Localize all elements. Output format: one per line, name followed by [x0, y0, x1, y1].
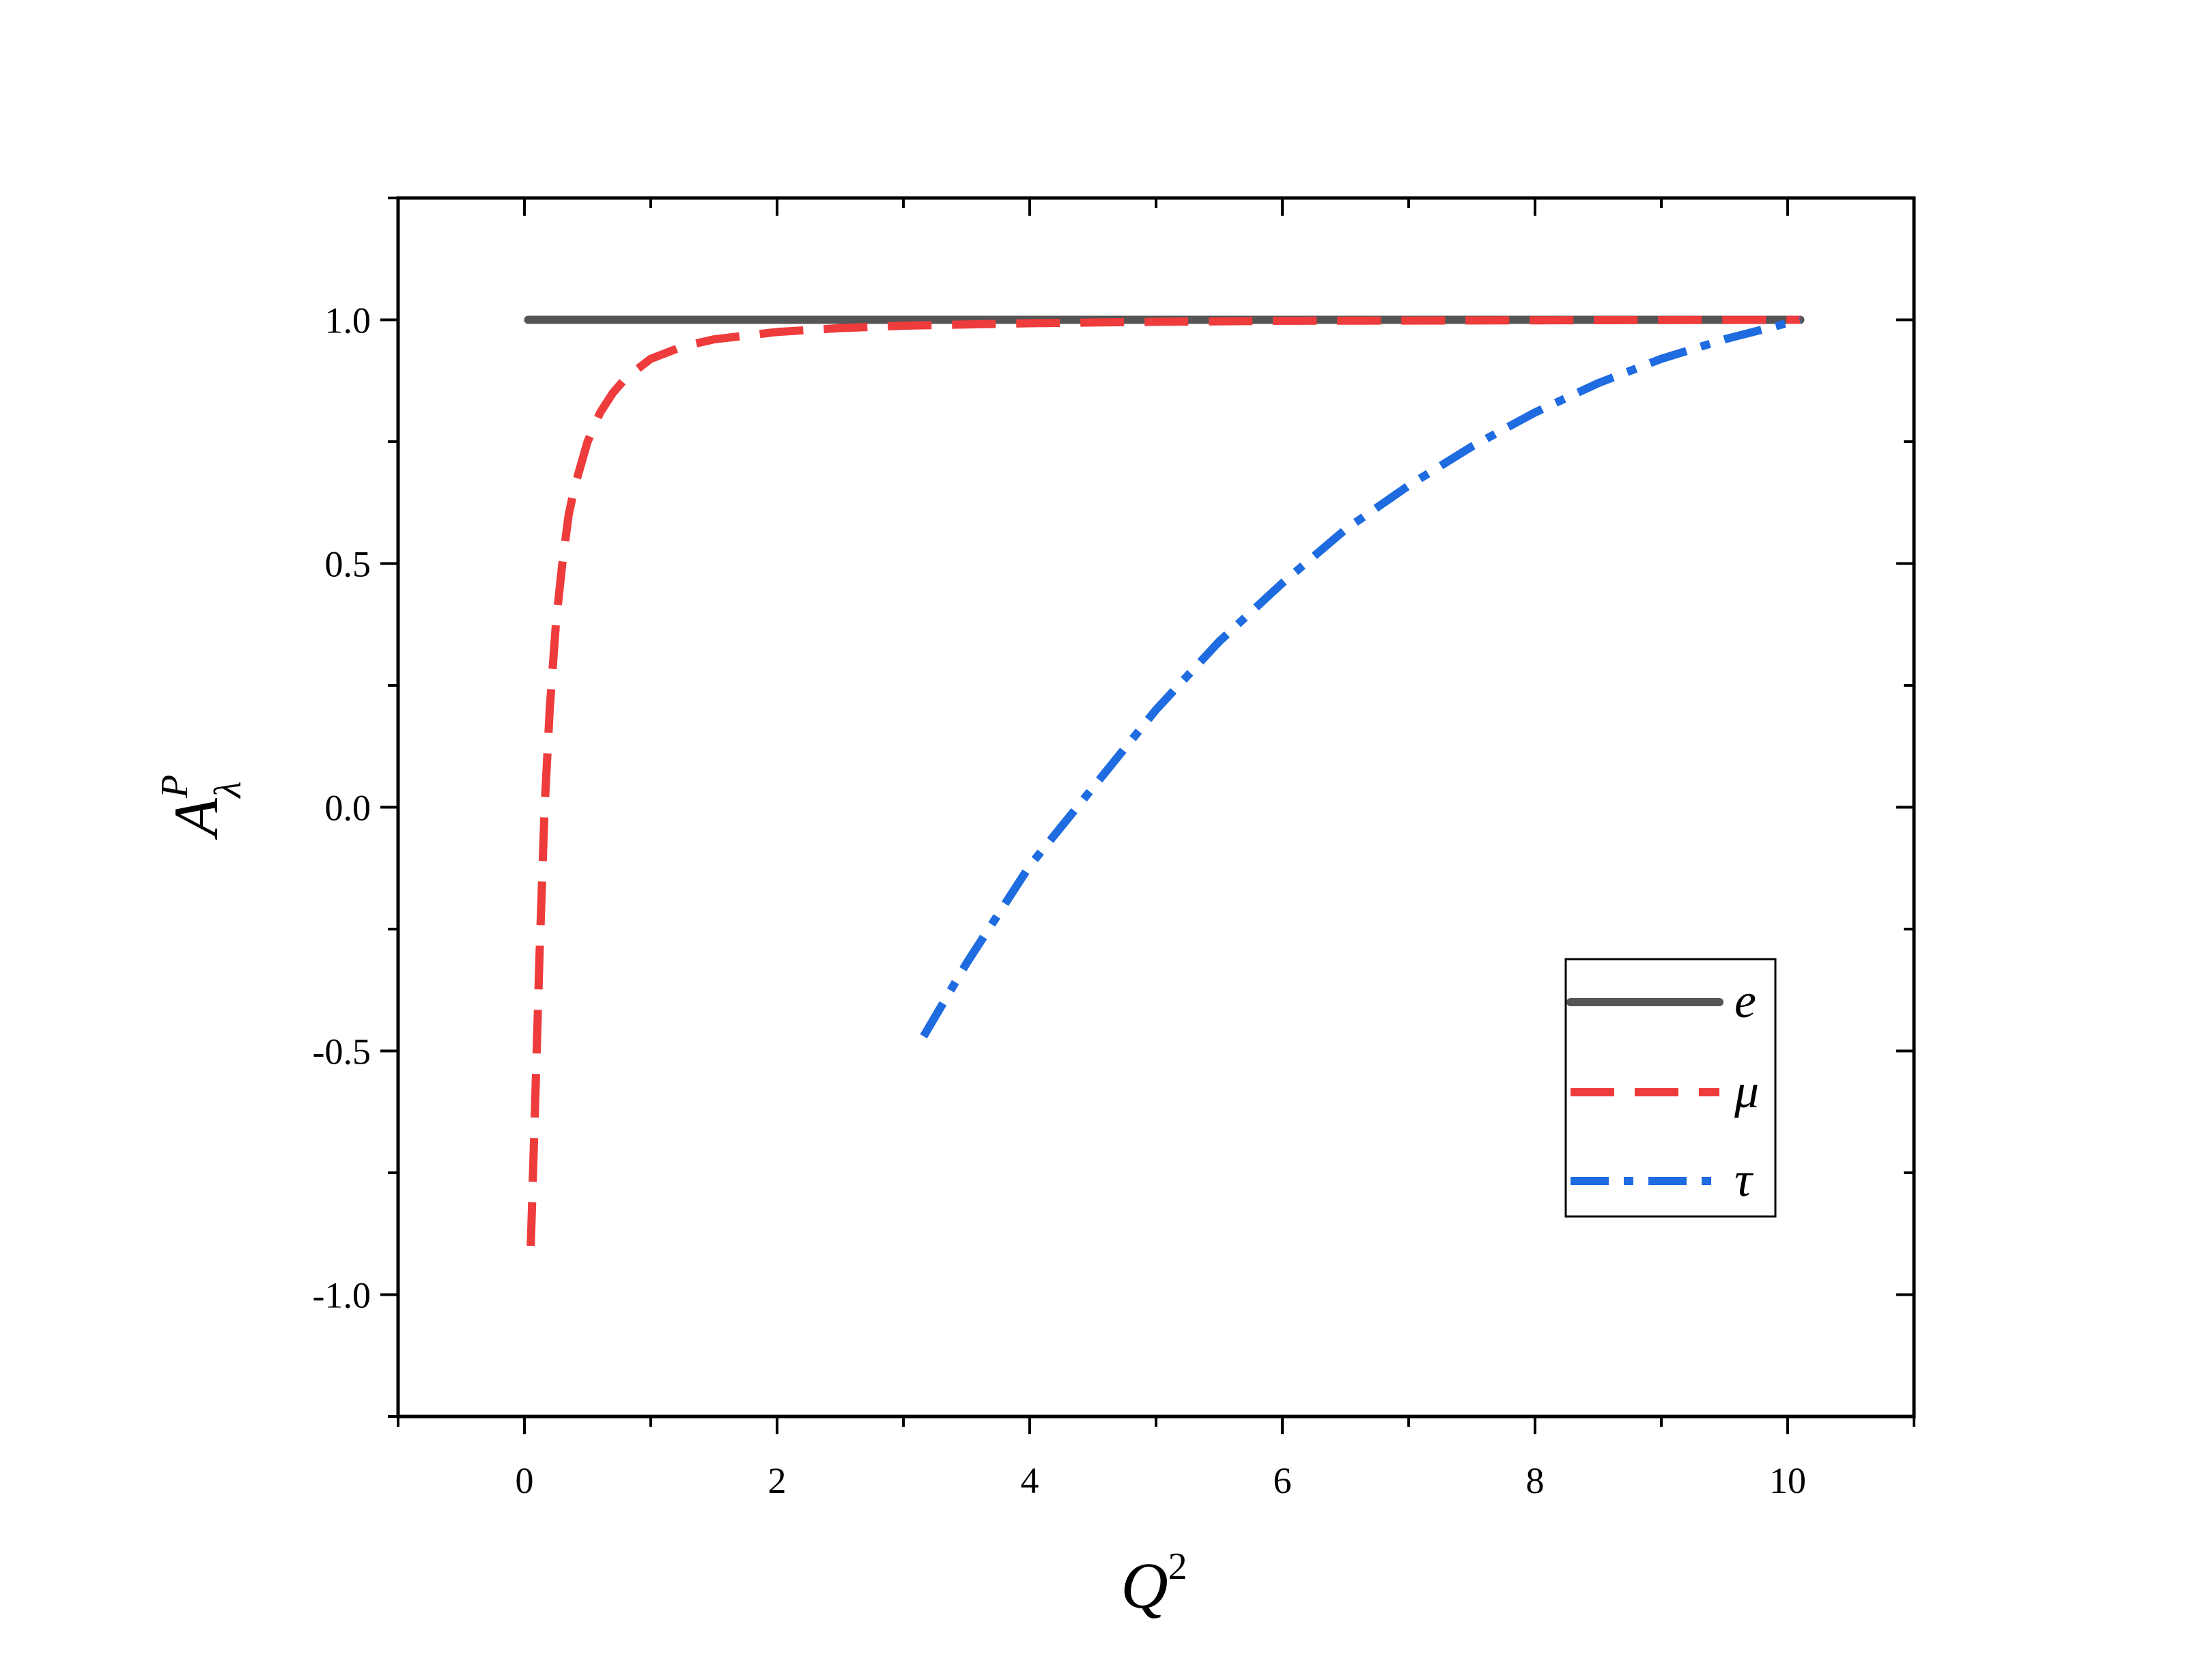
x-axis-title: Q2: [1121, 1546, 1187, 1622]
x-axis-title-base: Q: [1121, 1549, 1168, 1622]
y-axis-title: AP λ: [154, 775, 249, 840]
x-tick-label: 0: [516, 1460, 534, 1501]
x-axis-title-sup: 2: [1168, 1546, 1187, 1588]
x-tick-label: 4: [1021, 1460, 1039, 1501]
legend-label-tau: τ: [1734, 1152, 1754, 1207]
x-tick-label: 6: [1273, 1460, 1292, 1501]
legend-label-mu: μ: [1734, 1064, 1759, 1118]
svg-text:APλ: AP λ: [154, 775, 249, 840]
x-tick-label: 10: [1769, 1460, 1806, 1501]
y-tick-label: -0.5: [313, 1031, 371, 1072]
series-lines: [524, 315, 1805, 1247]
y-tick-label: 0.5: [325, 544, 371, 585]
x-tick-label: 2: [768, 1460, 787, 1501]
tick-labels: 0 2 4 6 8 10 -1.0 -0.5 0.0 0.5 1.0: [313, 300, 1806, 1502]
x-tick-label: 8: [1526, 1460, 1545, 1501]
legend: e μ τ: [1564, 958, 1777, 1218]
axis-ticks: [380, 197, 1915, 1434]
series-line-tau: [920, 315, 1801, 1039]
y-tick-label: 1.0: [325, 300, 371, 341]
y-axis-title-base: A: [161, 797, 231, 840]
y-tick-label: 0.0: [325, 788, 371, 829]
series-line-mu: [526, 315, 1801, 1247]
y-tick-label: -1.0: [313, 1275, 371, 1316]
y-axis-title-sup: P: [154, 775, 196, 799]
y-axis-title-sub: λ: [207, 782, 249, 799]
legend-label-e: e: [1734, 973, 1756, 1028]
plot-frame: [396, 196, 1916, 1419]
